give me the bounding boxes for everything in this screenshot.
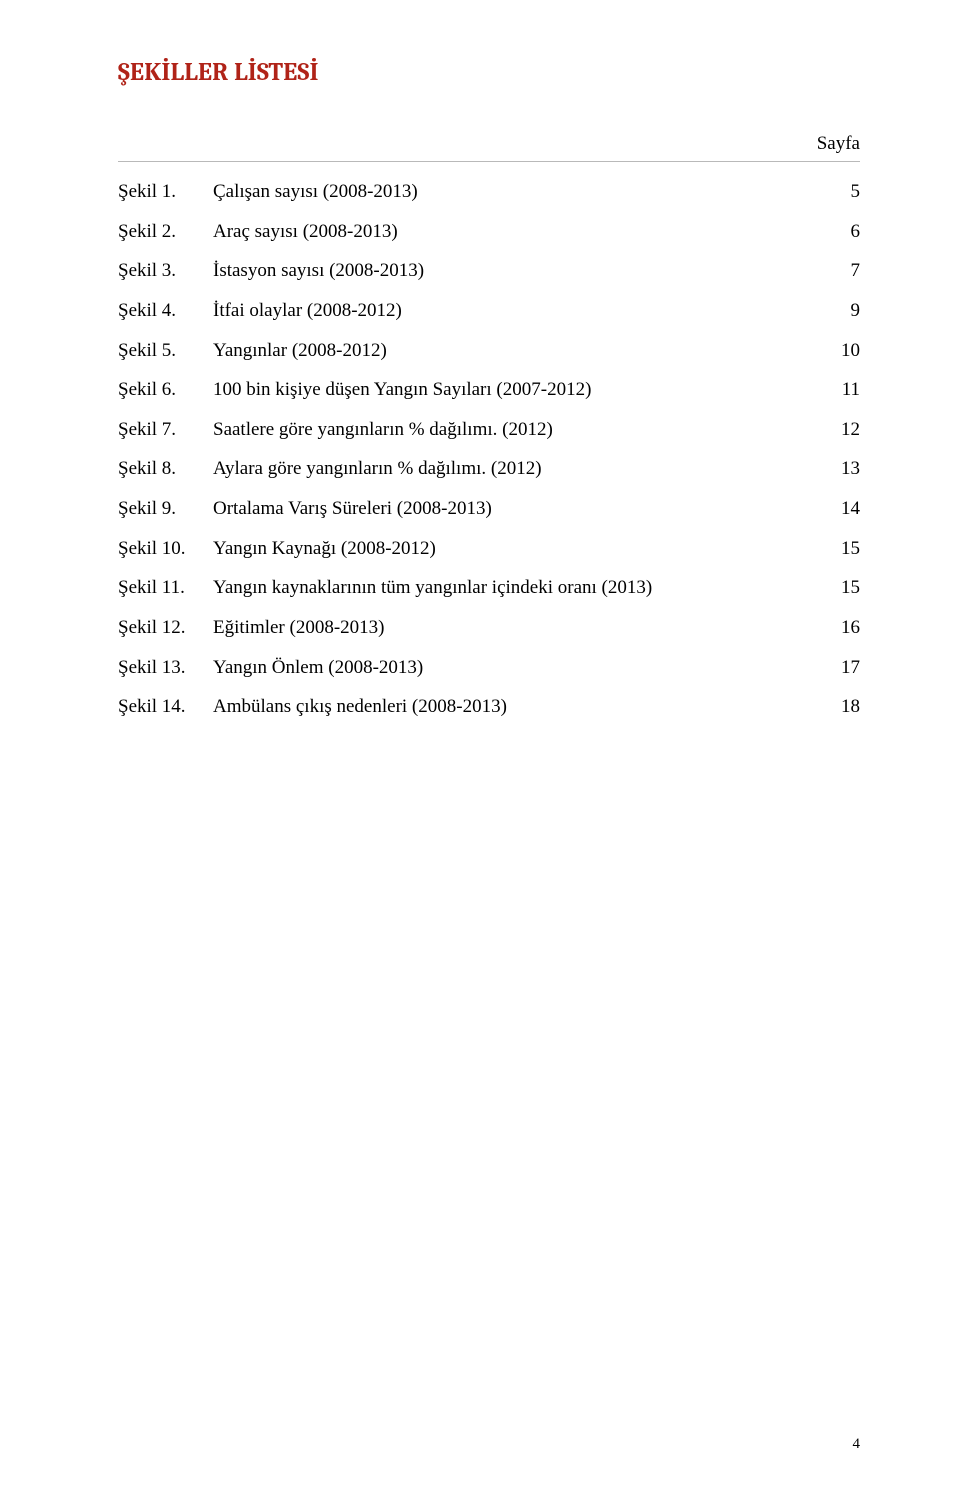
figure-label: Şekil 3. [118, 258, 213, 284]
figure-page: 14 [830, 496, 860, 522]
list-item: Şekil 7.Saatlere göre yangınların % dağı… [118, 410, 860, 450]
figure-page: 16 [830, 615, 860, 641]
list-item: Şekil 4.İtfai olaylar (2008-2012)9 [118, 291, 860, 331]
figure-description: Yangınlar (2008-2012) [213, 338, 830, 364]
list-item: Şekil 1.Çalışan sayısı (2008-2013)5 [118, 172, 860, 212]
figure-description: Aylara göre yangınların % dağılımı. (201… [213, 456, 830, 482]
figure-description: Ortalama Varış Süreleri (2008-2013) [213, 496, 830, 522]
list-item: Şekil 5.Yangınlar (2008-2012)10 [118, 331, 860, 371]
figure-label: Şekil 5. [118, 338, 213, 364]
figure-page: 9 [830, 298, 860, 324]
list-item: Şekil 14.Ambülans çıkış nedenleri (2008-… [118, 687, 860, 727]
figure-description: İtfai olaylar (2008-2012) [213, 298, 830, 324]
figure-page: 18 [830, 694, 860, 720]
figure-description: Yangın Kaynağı (2008-2012) [213, 536, 830, 562]
figure-label: Şekil 6. [118, 377, 213, 403]
figure-description: İstasyon sayısı (2008-2013) [213, 258, 830, 284]
figure-page: 6 [830, 219, 860, 245]
page-title: ŞEKİLLER LİSTESİ [118, 58, 860, 87]
figure-label: Şekil 13. [118, 655, 213, 681]
figure-label: Şekil 4. [118, 298, 213, 324]
figure-description: Çalışan sayısı (2008-2013) [213, 179, 830, 205]
list-item: Şekil 10.Yangın Kaynağı (2008-2012)15 [118, 529, 860, 569]
figure-label: Şekil 8. [118, 456, 213, 482]
figure-description: Yangın kaynaklarının tüm yangınlar içind… [213, 575, 830, 601]
list-item: Şekil 13.Yangın Önlem (2008-2013)17 [118, 648, 860, 688]
figure-label: Şekil 2. [118, 219, 213, 245]
figure-description: Ambülans çıkış nedenleri (2008-2013) [213, 694, 830, 720]
figure-description: Saatlere göre yangınların % dağılımı. (2… [213, 417, 830, 443]
figure-description: Eğitimler (2008-2013) [213, 615, 830, 641]
figure-page: 10 [830, 338, 860, 364]
list-item: Şekil 11.Yangın kaynaklarının tüm yangın… [118, 568, 860, 608]
figure-label: Şekil 10. [118, 536, 213, 562]
figure-description: 100 bin kişiye düşen Yangın Sayıları (20… [213, 377, 830, 403]
figure-label: Şekil 11. [118, 575, 213, 601]
figure-label: Şekil 9. [118, 496, 213, 522]
figure-page: 7 [830, 258, 860, 284]
figure-label: Şekil 7. [118, 417, 213, 443]
figure-description: Araç sayısı (2008-2013) [213, 219, 830, 245]
list-item: Şekil 8.Aylara göre yangınların % dağılı… [118, 449, 860, 489]
figure-label: Şekil 14. [118, 694, 213, 720]
column-header-page: Sayfa [118, 133, 860, 162]
figure-page: 12 [830, 417, 860, 443]
list-item: Şekil 2.Araç sayısı (2008-2013)6 [118, 212, 860, 252]
list-item: Şekil 9.Ortalama Varış Süreleri (2008-20… [118, 489, 860, 529]
figure-description: Yangın Önlem (2008-2013) [213, 655, 830, 681]
figure-page: 17 [830, 655, 860, 681]
list-item: Şekil 6.100 bin kişiye düşen Yangın Sayı… [118, 370, 860, 410]
figure-page: 5 [830, 179, 860, 205]
page-number: 4 [853, 1436, 861, 1453]
figure-label: Şekil 12. [118, 615, 213, 641]
list-item: Şekil 3.İstasyon sayısı (2008-2013)7 [118, 251, 860, 291]
figures-list: Şekil 1.Çalışan sayısı (2008-2013)5Şekil… [118, 172, 860, 727]
figure-page: 13 [830, 456, 860, 482]
figure-page: 11 [830, 377, 860, 403]
list-item: Şekil 12.Eğitimler (2008-2013)16 [118, 608, 860, 648]
figure-page: 15 [830, 536, 860, 562]
figure-page: 15 [830, 575, 860, 601]
figure-label: Şekil 1. [118, 179, 213, 205]
